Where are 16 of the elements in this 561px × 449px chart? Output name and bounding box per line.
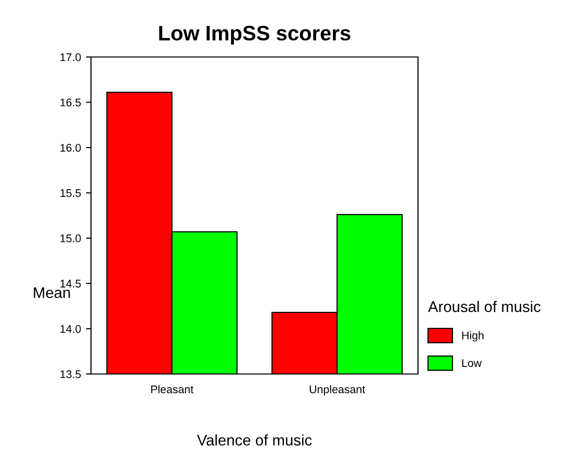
x-axis-title: Valence of music — [196, 434, 312, 446]
chart-title: Low ImpSS scorers — [159, 26, 350, 45]
y-tick-label: 16.5 — [60, 98, 81, 106]
y-tick-label: 15.5 — [60, 189, 81, 197]
legend-label: Low — [462, 359, 482, 367]
y-tick-label: 14.5 — [60, 280, 81, 288]
legend-title: Arousal of music — [428, 300, 541, 312]
y-tick-label: 14.0 — [60, 324, 81, 333]
x-tick-label: Unpleasant — [310, 385, 366, 396]
x-tick-label: Pleasant — [151, 385, 194, 394]
y-axis-title: Mean — [34, 287, 70, 298]
legend-label: High — [462, 331, 484, 342]
y-tick-label: 17.0 — [60, 53, 81, 62]
y-tick-label: 15.0 — [60, 234, 81, 242]
y-tick-label: 13.5 — [60, 370, 81, 378]
y-tick-label: 16.0 — [60, 144, 81, 152]
